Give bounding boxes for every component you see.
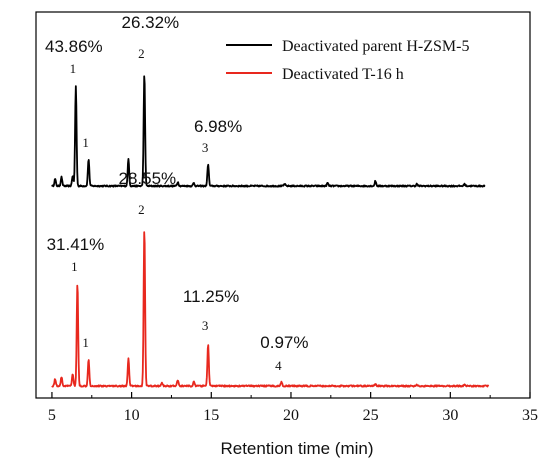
x-tick-label: 5 bbox=[48, 407, 56, 424]
peak-number-t16: 1 bbox=[71, 259, 78, 274]
peak-number-parent: 1 bbox=[82, 135, 89, 150]
x-axis-title: Retention time (min) bbox=[220, 439, 373, 458]
peak-percent-t16: 0.97% bbox=[260, 333, 308, 352]
peak-percent-t16: 11.25% bbox=[183, 287, 239, 306]
annotation-layer: 1 43.86% 1 2 26.32% 3 6.98% 1 31.41% 1 2 28.55% 3 11.… bbox=[45, 13, 309, 373]
series-line-t16 bbox=[51, 231, 490, 388]
x-tick-label: 20 bbox=[283, 407, 299, 424]
peak-percent-parent: 6.98% bbox=[194, 117, 242, 136]
x-tick-label: 15 bbox=[203, 407, 219, 424]
peak-percent-t16: 28.55% bbox=[119, 169, 177, 188]
plot-border bbox=[35, 11, 531, 399]
x-tick-label: 10 bbox=[124, 407, 140, 424]
x-tick-label: 30 bbox=[442, 407, 458, 424]
peak-number-t16: 1 bbox=[82, 335, 89, 350]
peak-number-t16: 4 bbox=[275, 358, 282, 373]
peak-number-t16: 2 bbox=[138, 202, 145, 217]
peak-number-parent: 1 bbox=[70, 61, 77, 76]
peak-number-parent: 3 bbox=[202, 140, 209, 155]
series-layer bbox=[51, 75, 490, 388]
peak-number-parent: 2 bbox=[138, 46, 145, 61]
x-tick-label: 35 bbox=[522, 407, 538, 424]
peak-percent-t16: 31.41% bbox=[47, 235, 105, 254]
series-line-parent bbox=[51, 75, 486, 188]
peak-percent-parent: 26.32% bbox=[122, 13, 180, 32]
peak-percent-parent: 43.86% bbox=[45, 37, 103, 56]
plot-frame bbox=[35, 11, 531, 399]
legend-label-t16: Deactivated T-16 h bbox=[282, 66, 404, 83]
x-tick-label: 25 bbox=[363, 407, 379, 424]
x-axis: 5 10 15 20 25 30 35 bbox=[48, 392, 538, 424]
peak-number-t16: 3 bbox=[202, 318, 209, 333]
legend: Deactivated parent H-ZSM-5 Deactivated T… bbox=[226, 38, 469, 83]
legend-label-parent: Deactivated parent H-ZSM-5 bbox=[282, 38, 469, 55]
